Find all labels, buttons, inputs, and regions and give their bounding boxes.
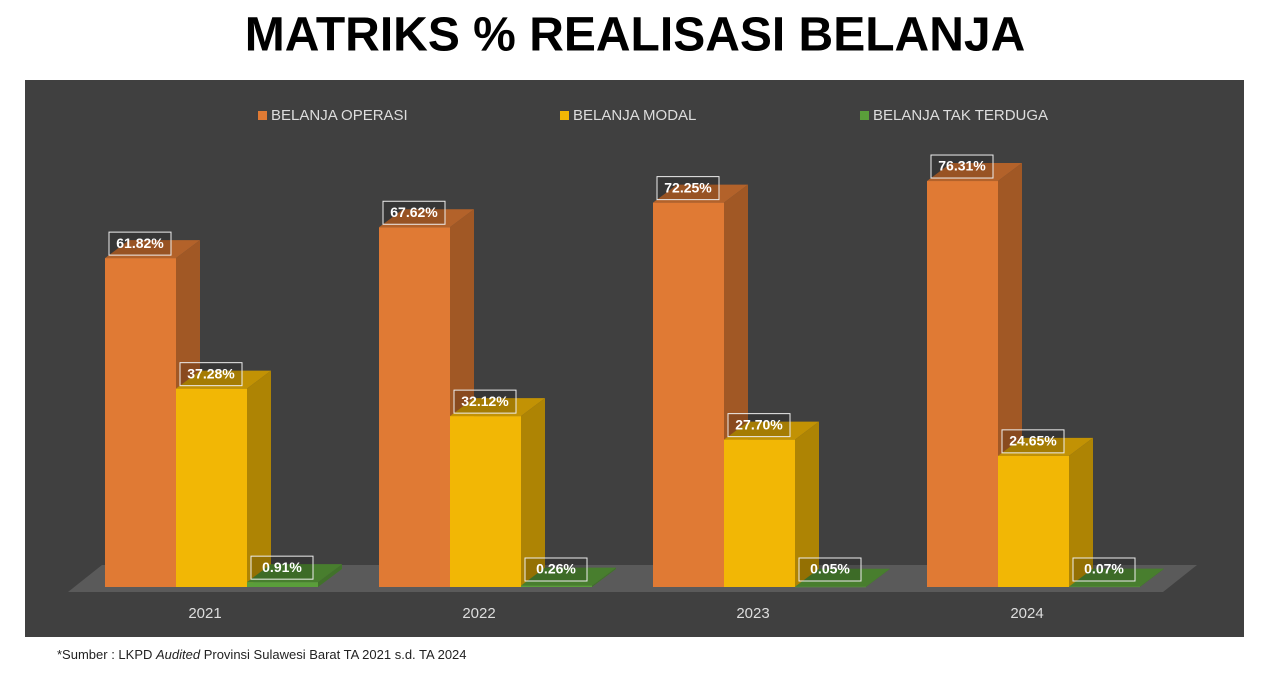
data-label: 0.05% bbox=[810, 561, 850, 577]
chart-title: MATRIKS % REALISASI BELANJA bbox=[245, 9, 1026, 62]
data-label-box: 67.62% bbox=[382, 200, 446, 225]
bar-front bbox=[521, 585, 592, 587]
legend-swatch bbox=[560, 111, 569, 120]
bar-side bbox=[247, 370, 271, 587]
bar-top bbox=[450, 398, 545, 417]
bar-front bbox=[450, 416, 521, 587]
bar bbox=[927, 163, 1022, 587]
data-label-bg bbox=[179, 362, 243, 387]
bar-front bbox=[105, 258, 176, 587]
data-label-bg bbox=[453, 389, 517, 414]
bar-front bbox=[927, 181, 998, 587]
bar-top bbox=[379, 209, 474, 228]
bar bbox=[998, 437, 1093, 587]
data-label: 32.12% bbox=[461, 393, 509, 409]
legend-label: BELANJA MODAL bbox=[573, 107, 696, 124]
data-label-bg bbox=[382, 200, 446, 225]
bar-side bbox=[1069, 437, 1093, 587]
bar-front bbox=[379, 227, 450, 587]
bar bbox=[795, 568, 890, 588]
bar-front bbox=[247, 582, 318, 587]
data-label-box: 76.31% bbox=[930, 154, 994, 179]
bar-top bbox=[176, 370, 271, 389]
bar-front bbox=[1069, 586, 1140, 588]
bar-front bbox=[998, 455, 1069, 587]
bar-side bbox=[866, 568, 890, 587]
bar-top bbox=[724, 421, 819, 440]
data-label: 24.65% bbox=[1009, 433, 1057, 449]
data-label-bg bbox=[727, 413, 791, 438]
footnote: *Sumber : LKPD Audited Provinsi Sulawesi… bbox=[57, 647, 467, 662]
floor bbox=[68, 565, 1197, 592]
data-label-box: 61.82% bbox=[108, 231, 172, 256]
data-label-box: 0.07% bbox=[1072, 557, 1136, 582]
bar-side bbox=[318, 564, 342, 587]
footnote-text: *Sumber : LKPD bbox=[57, 647, 156, 662]
legend-swatch bbox=[860, 111, 869, 120]
data-label-box: 0.91% bbox=[250, 555, 314, 580]
data-label-bg bbox=[524, 557, 588, 582]
bar-front bbox=[724, 439, 795, 587]
bar-top bbox=[105, 240, 200, 259]
footnote-text: Audited bbox=[156, 647, 201, 662]
bar-side bbox=[521, 398, 545, 587]
bar-top bbox=[998, 437, 1093, 456]
data-label-box: 0.26% bbox=[524, 557, 588, 582]
legend-swatch bbox=[258, 111, 267, 120]
data-label-bg bbox=[656, 176, 720, 201]
data-label: 0.26% bbox=[536, 561, 576, 577]
bar-side bbox=[1140, 568, 1164, 587]
data-label-bg bbox=[798, 557, 862, 582]
data-label-box: 32.12% bbox=[453, 389, 517, 414]
bar-side bbox=[795, 421, 819, 587]
bar-top bbox=[653, 184, 748, 203]
data-label-bg bbox=[1072, 557, 1136, 582]
legend-label: BELANJA OPERASI bbox=[271, 107, 408, 124]
data-label: 61.82% bbox=[116, 235, 164, 251]
bar bbox=[724, 421, 819, 587]
bar-front bbox=[176, 388, 247, 587]
x-tick-label: 2024 bbox=[1010, 605, 1043, 622]
bar-top bbox=[1069, 568, 1164, 587]
data-label: 72.25% bbox=[664, 179, 712, 195]
data-label-box: 37.28% bbox=[179, 362, 243, 387]
bar bbox=[450, 398, 545, 587]
bar-top bbox=[927, 163, 1022, 182]
bar-side bbox=[592, 567, 616, 587]
data-label-bg bbox=[1001, 429, 1065, 454]
data-label-bg bbox=[250, 555, 314, 580]
x-tick-label: 2023 bbox=[736, 605, 769, 622]
data-label-box: 24.65% bbox=[1001, 429, 1065, 454]
data-label-box: 72.25% bbox=[656, 176, 720, 201]
data-label: 67.62% bbox=[390, 204, 438, 220]
data-label: 76.31% bbox=[938, 158, 986, 174]
data-label: 0.91% bbox=[262, 559, 302, 575]
data-label: 27.70% bbox=[735, 416, 783, 432]
bar-front bbox=[653, 202, 724, 587]
bar-top bbox=[795, 568, 890, 587]
footnote-text: Provinsi Sulawesi Barat TA 2021 s.d. TA … bbox=[200, 647, 467, 662]
x-tick-label: 2021 bbox=[188, 605, 221, 622]
bar-top bbox=[247, 564, 342, 583]
data-label-bg bbox=[930, 154, 994, 179]
data-label-bg bbox=[108, 231, 172, 256]
legend-label: BELANJA TAK TERDUGA bbox=[873, 107, 1048, 124]
data-label: 37.28% bbox=[187, 365, 235, 381]
data-label-box: 0.05% bbox=[798, 557, 862, 582]
bar bbox=[1069, 568, 1164, 588]
bar-front bbox=[795, 586, 866, 588]
chart: MATRIKS % REALISASI BELANJA BELANJA OPER… bbox=[25, 9, 1244, 637]
bar bbox=[176, 370, 271, 587]
x-tick-label: 2022 bbox=[462, 605, 495, 622]
data-label-box: 27.70% bbox=[727, 413, 791, 438]
data-label: 0.07% bbox=[1084, 561, 1124, 577]
bar bbox=[247, 564, 342, 587]
